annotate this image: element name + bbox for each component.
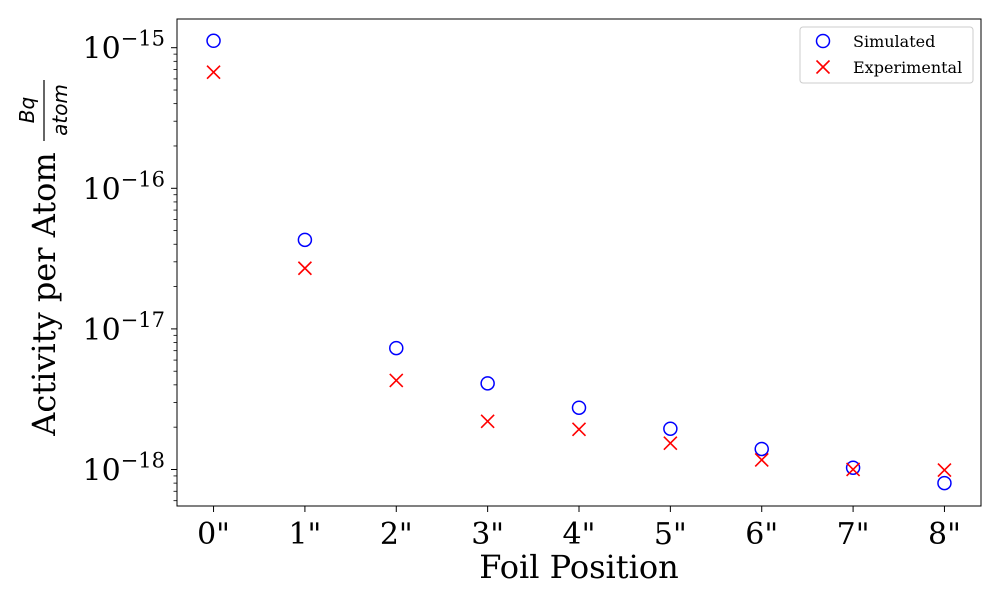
y-tick-exponent: −16 (121, 167, 165, 191)
x-tick-label: 2" (380, 517, 413, 552)
x-tick-label: 0" (197, 517, 230, 552)
x-tick-label: 5" (654, 517, 687, 552)
y-tick-label: 10−18 (82, 448, 165, 488)
y-tick-label: 10−15 (82, 27, 165, 67)
x-tick-label: 3" (471, 517, 504, 552)
y-tick-exponent: −15 (121, 27, 165, 51)
experimental-point (663, 436, 678, 451)
y-axis-unit-numerator: Bq (15, 97, 39, 123)
simulated-point (937, 475, 952, 491)
y-tick-base: 10 (82, 453, 120, 488)
y-tick-base: 10 (82, 172, 120, 207)
x-tick-label: 6" (745, 517, 778, 552)
y-tick-base: 10 (82, 313, 120, 348)
y-tick-base: 10 (82, 32, 120, 67)
y-tick-exponent: −18 (121, 448, 165, 472)
y-tick-label: 10−17 (82, 308, 165, 348)
experimental-point (389, 373, 404, 388)
legend: Simulated Experimental (799, 26, 974, 84)
legend-experimental-marker (815, 59, 831, 75)
series-simulated (206, 33, 952, 491)
x-tick-label: 4" (563, 517, 596, 552)
plot-area-frame (176, 18, 982, 507)
series-experimental (206, 65, 952, 478)
x-tick-label: 1" (288, 517, 321, 552)
experimental-point (754, 452, 769, 467)
experimental-point (571, 422, 587, 437)
experimental-point (480, 414, 495, 429)
simulated-point (480, 376, 495, 391)
simulated-point (663, 421, 678, 436)
experimental-point (297, 261, 312, 276)
y-tick-label: 10−16 (82, 167, 165, 207)
y-axis-label: Activity per Atom (25, 152, 63, 436)
simulated-point (297, 232, 313, 248)
simulated-point (389, 340, 404, 356)
legend-simulated-label: Simulated (853, 32, 935, 51)
legend-simulated-marker (815, 33, 831, 49)
x-tick-label: 7" (837, 517, 870, 552)
x-axis-label: Foil Position (479, 548, 678, 586)
experimental-point (937, 463, 952, 478)
simulated-point (845, 460, 861, 475)
legend-box (799, 26, 974, 84)
simulated-point (206, 33, 221, 49)
y-axis-label-group: Activity per Atom Bq atom (15, 80, 72, 437)
experimental-point (846, 462, 861, 477)
experimental-point (206, 65, 221, 80)
x-tick-label: 8" (928, 517, 961, 552)
simulated-point (754, 441, 769, 457)
simulated-point (571, 400, 587, 415)
y-axis-unit-denominator: atom (48, 84, 72, 136)
legend-experimental-label: Experimental (853, 58, 962, 77)
y-tick-exponent: −17 (121, 308, 165, 332)
